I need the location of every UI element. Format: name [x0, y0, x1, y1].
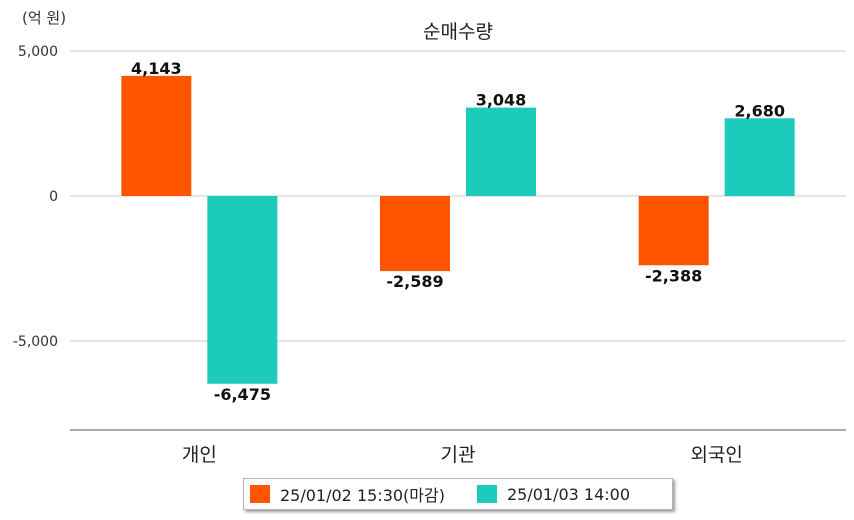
- legend-item-series-1[interactable]: 25/01/02 15:30(마감): [250, 482, 445, 506]
- bar: [466, 107, 536, 196]
- y-tick-label: -5,000: [13, 334, 58, 350]
- data-label: -2,388: [645, 266, 702, 285]
- y-unit-label: (억 원): [22, 9, 67, 27]
- bar-chart: 5,000 0 -5,000 개인 4,143 -6,475 기관 -2,589 3,048 외국…: [13, 44, 846, 466]
- chart-title: 순매수량: [423, 21, 493, 43]
- legend-swatch-series-1: [250, 485, 270, 503]
- legend-label-series-1: 25/01/02 15:30(마감): [280, 486, 445, 505]
- data-label: 4,143: [131, 59, 182, 78]
- x-tick-label: 기관: [441, 444, 476, 466]
- bar: [207, 196, 278, 384]
- x-tick-label: 외국인: [690, 444, 742, 466]
- bar: [380, 196, 450, 272]
- legend: 25/01/02 15:30(마감) 25/01/03 14:00: [243, 478, 673, 510]
- y-tick-label: 5,000: [18, 44, 58, 60]
- data-label: -6,475: [214, 385, 271, 404]
- data-label: 2,680: [734, 101, 785, 120]
- data-label: 3,048: [476, 91, 527, 110]
- y-tick-label: 0: [49, 189, 58, 205]
- legend-item-series-2[interactable]: 25/01/03 14:00: [476, 484, 631, 504]
- legend-label-series-2: 25/01/03 14:00: [506, 484, 631, 504]
- x-tick-label: 개인: [182, 444, 217, 466]
- bar: [724, 118, 795, 196]
- legend-swatch-series-2: [476, 485, 497, 503]
- bar: [638, 196, 709, 266]
- bar: [121, 75, 192, 196]
- data-label: -2,589: [386, 272, 443, 291]
